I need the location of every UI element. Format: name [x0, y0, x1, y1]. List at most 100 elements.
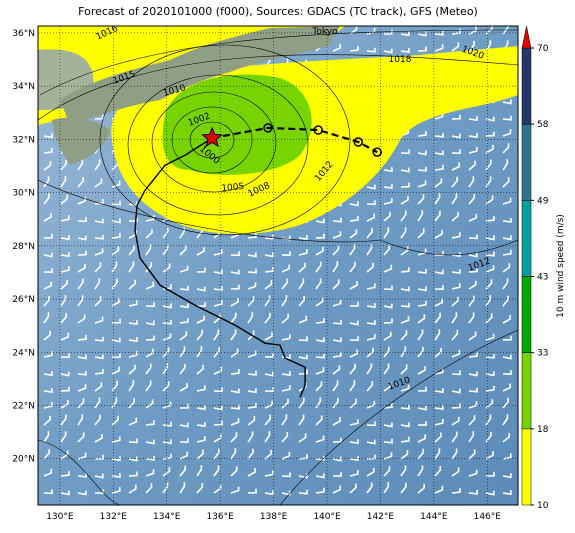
wind-barb — [366, 482, 373, 494]
wind-barb — [485, 333, 495, 341]
wind-barb — [400, 195, 409, 205]
wind-barb — [230, 418, 240, 426]
wind-barb — [366, 27, 376, 35]
wind-barb — [485, 116, 495, 122]
wind-barb — [417, 210, 424, 222]
wind-barb — [315, 261, 322, 273]
wind-barb — [264, 252, 274, 258]
wind-barb — [77, 235, 87, 241]
wind-barb — [60, 399, 69, 409]
wind-barb — [264, 400, 273, 409]
wind-barb — [502, 453, 512, 460]
lon-label: 144°E — [420, 512, 448, 522]
wind-barb — [502, 263, 511, 273]
wind-barb — [94, 262, 102, 273]
wind-barb — [281, 414, 288, 426]
wind-barb — [281, 295, 288, 307]
wind-barb — [281, 313, 289, 324]
wind-barb — [60, 235, 70, 241]
lon-label: 138°E — [260, 512, 288, 522]
wind-barb — [111, 366, 120, 375]
lon-label: 142°E — [367, 512, 395, 522]
wind-barb — [128, 417, 138, 426]
wind-barb — [485, 371, 495, 377]
wind-barb — [349, 320, 359, 326]
lat-label: 20°N — [12, 455, 35, 465]
wind-barb — [434, 193, 441, 205]
colorbar-tick-label: 70 — [537, 44, 549, 54]
wind-barb — [332, 217, 342, 223]
wind-barb — [128, 398, 135, 409]
wind-barb — [230, 486, 240, 494]
wind-barb — [145, 215, 155, 222]
wind-barb — [383, 167, 393, 173]
wind-barb — [264, 295, 271, 307]
wind-barb — [451, 149, 461, 155]
wind-barb — [77, 432, 85, 443]
wind-barb — [196, 286, 206, 292]
wind-barb — [77, 196, 87, 205]
wind-barb — [502, 490, 512, 496]
wind-barb — [332, 231, 342, 239]
wind-barb — [298, 235, 308, 241]
wind-barb — [43, 233, 53, 239]
wind-barb — [298, 397, 305, 409]
wind-barb — [315, 397, 322, 409]
wind-barb — [179, 438, 189, 444]
wind-barb — [213, 448, 220, 460]
wind-barb — [94, 296, 102, 307]
land — [60, 26, 340, 125]
contour-label: 1005 — [221, 182, 245, 194]
wind-barb — [43, 431, 50, 443]
wind-barb — [468, 194, 475, 205]
track-observed — [134, 137, 306, 398]
wind-barb — [213, 329, 220, 341]
wind-barb — [383, 184, 393, 190]
wind-barb — [468, 431, 475, 443]
wind-barb — [111, 180, 121, 188]
wind-barb — [434, 269, 444, 275]
wind-barb — [179, 363, 186, 375]
wind-barb — [94, 199, 104, 205]
wind-barb — [60, 194, 68, 205]
wind-barb — [128, 337, 138, 343]
wind-barb — [43, 268, 53, 274]
wind-barb — [162, 439, 172, 445]
wind-barb — [111, 246, 120, 256]
wind-barb — [349, 301, 359, 307]
wind-barb — [196, 422, 206, 428]
wind-barb — [179, 465, 186, 477]
wind-barb — [468, 133, 478, 139]
wind-barb — [315, 278, 322, 290]
wind-barb — [196, 247, 205, 256]
wind-barb — [230, 312, 237, 324]
wind-barb — [111, 232, 121, 239]
colorbar-extend — [521, 25, 532, 49]
colorbar-tick-label: 43 — [537, 273, 548, 283]
wind-barb — [417, 150, 427, 156]
wind-barb — [315, 218, 325, 224]
wind-barb — [451, 416, 460, 426]
wind-barb — [400, 267, 410, 273]
wind-barb — [417, 180, 427, 188]
wind-barb — [43, 133, 53, 139]
wind-barb — [196, 483, 204, 494]
wind-barb — [94, 178, 103, 188]
wind-barb — [196, 315, 205, 324]
wind-barb — [43, 415, 51, 426]
wind-barb — [77, 159, 84, 171]
wind-barb — [451, 467, 460, 477]
wind-barb — [400, 346, 407, 358]
wind-barb — [230, 329, 237, 341]
wind-barb — [451, 42, 460, 52]
wind-barb — [60, 215, 70, 222]
wind-barb — [60, 353, 70, 359]
wind-barb — [502, 295, 509, 307]
wind-barb — [264, 414, 271, 426]
wind-barb — [315, 337, 325, 343]
wind-barb — [332, 279, 340, 290]
wind-barb — [332, 456, 342, 462]
wind-barb — [298, 454, 308, 460]
wind-barb — [417, 405, 427, 411]
wind-barb — [77, 217, 87, 223]
